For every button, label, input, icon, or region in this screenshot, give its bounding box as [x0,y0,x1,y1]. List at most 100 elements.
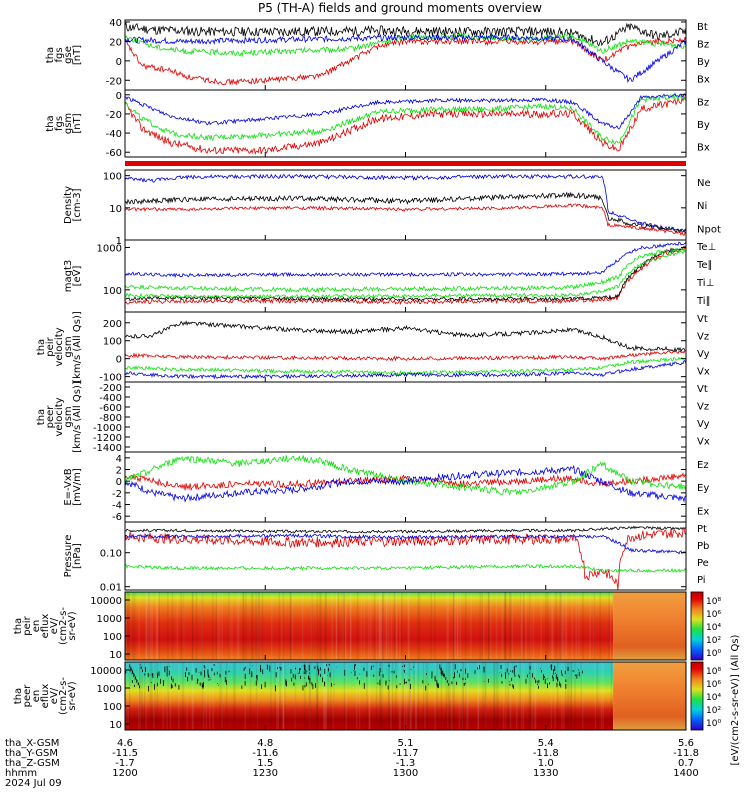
y-tick-label: 10000 [90,596,122,607]
x-axis-row-label: tha_X-GSM [5,738,59,749]
y-tick-label: 10 [109,720,122,731]
colorbar-label: [eV/(cm2-s-sr-eV)] (All Qs) [730,634,741,765]
x-axis-value: -11.8 [673,748,699,759]
y-tick-label: 0.01 [100,583,122,594]
x-axis-value: 1230 [253,768,278,779]
series-Ti⊥ [124,246,687,294]
legend-Ez: Ez [697,460,709,471]
y-axis-label: [km/s (All Qs)] [72,381,83,453]
y-tick-label: -800 [99,413,122,424]
plot-title: P5 (TH-A) fields and ground moments over… [258,1,542,15]
y-axis-label: velocity [54,397,65,436]
y-axis-label: [nPa] [72,543,83,569]
y-axis-label: eV/ [49,687,60,704]
y-axis-label: peer [22,684,33,708]
x-axis-value: 4.6 [117,738,133,749]
y-tick-label: 4 [116,454,122,465]
y-axis-label: fgs [54,47,65,62]
y-tick-label: -1200 [93,433,122,444]
y-axis-label: gsm [63,113,74,134]
legend-Vy: Vy [697,349,710,360]
y-axis-label: gse [63,46,74,64]
legend-Bz: Bz [697,40,709,51]
y-axis-label: [nT] [72,113,83,133]
legend-Bx: Bx [697,142,710,153]
y-axis-label: [mV/m] [72,468,83,506]
y-axis-label: peer [45,405,56,429]
x-axis-value: 1200 [112,768,137,779]
y-axis-label: [eV] [72,266,83,287]
x-axis-value: -1.3 [396,758,416,769]
y-tick-label: 10 [109,650,122,661]
x-axis-value: 5.6 [678,738,694,749]
legend-Vz: Vz [697,332,709,343]
y-axis-label: eV/ [49,617,60,634]
legend-Vt: Vt [697,314,708,325]
legend-Ti⊥: Ti⊥ [696,278,714,289]
legend-Pe: Pe [697,558,709,569]
y-tick-label: 0 [116,91,122,102]
series-Ti [124,241,687,279]
series-Ey [124,455,687,496]
x-axis-value: -11.7 [393,748,419,759]
x-axis-row-label: 2024 Jul 09 [5,778,62,789]
y-axis-label: sr-eV) [67,681,78,710]
colorbar-tick-label: 10² [706,636,721,646]
colorbar-tick-label: 10⁸ [706,597,721,607]
legend-By: By [697,57,710,68]
legend-Te∥: Te∥ [696,260,713,271]
panel-temp: magt3[eV] 1000 100 Te⊥ Te∥ Ti⊥ Ti∥ [63,239,716,313]
y-tick-label: 0.10 [100,549,122,560]
series-Pt [125,525,687,534]
y-tick-label: -1400 [93,443,122,454]
x-axis-value: -11.8 [533,748,559,759]
series-Ex [124,464,687,503]
y-axis-label: [nT] [72,45,83,65]
y-tick-label: -1000 [93,423,122,434]
x-axis-value: 1400 [673,768,698,779]
colorbar-tick-label: 10⁴ [706,623,721,633]
colorbar-tick-label: 10⁶ [706,680,721,690]
y-tick-label: 0 [116,355,122,366]
series-Ni [124,191,687,234]
x-axis-row-label: hhmm [5,768,37,779]
series-Bt [124,21,687,47]
y-axis-label: gsm [63,406,74,427]
y-axis-label: fgs [54,116,65,131]
y-tick-label: 2 [116,466,122,477]
series-Bx [124,33,687,83]
y-tick-label: -20 [106,110,122,121]
y-axis-label: magt3 [63,260,74,293]
y-axis-label: E=-VxB [63,468,74,505]
panel-frame [124,521,687,591]
y-tick-label: -40 [106,129,122,140]
y-tick-label: -2 [112,489,122,500]
y-tick-label: -400 [99,393,122,404]
y-tick-label: 0 [116,477,122,488]
colorbar [690,661,704,731]
series-Vx [124,360,687,380]
y-tick-label: 1000 [97,684,122,695]
legend-Pi: Pi [697,575,706,586]
panel-frame [124,381,687,453]
x-axis-value: 1330 [533,768,558,779]
series-Ne [124,203,687,237]
series-By [124,93,687,145]
spectrogram-body-late [613,662,686,730]
y-axis-label: eflux [40,684,51,709]
x-axis: [eV/(cm2-s-sr-eV)] (All Qs)tha_X-GSMtha_… [5,634,741,789]
y-axis-label: tha [13,688,24,704]
y-tick-label: 1000 [97,614,122,625]
x-axis-value: 1300 [393,768,418,779]
series-Vz [124,349,687,362]
legend-By: By [697,120,710,131]
series-Ti∥ [125,250,687,299]
panel-efield: E=-VxB[mV/m] 420-2-4-6 Ez Ey Ex [63,451,709,523]
series-Bz [124,37,687,86]
y-tick-label: 20 [109,37,122,48]
y-axis-label: tha [13,618,24,634]
y-tick-label: -600 [99,403,122,414]
spectrogram-body [125,592,614,660]
y-tick-label: -200 [99,383,122,394]
